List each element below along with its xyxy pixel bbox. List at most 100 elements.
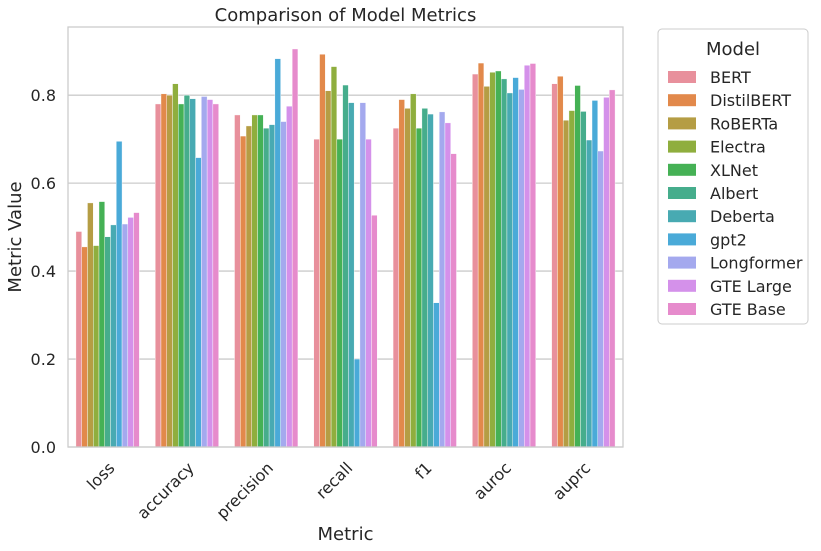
- legend-swatch: [668, 140, 696, 153]
- y-tick-label: 0.8: [31, 86, 56, 105]
- bar-longformer-loss: [121, 223, 129, 448]
- bar-albert-auprc: [580, 111, 587, 448]
- bar-xlnet-f1: [415, 127, 423, 448]
- bar-distilbert-auroc: [477, 62, 485, 448]
- y-tick-label: 0.2: [31, 350, 56, 369]
- bar-longformer-precision: [280, 121, 287, 448]
- x-tick-label: auroc: [470, 458, 515, 503]
- plot-frame: [67, 26, 624, 448]
- x-tick-label: recall: [312, 458, 356, 502]
- legend-label: GTE Large: [710, 277, 792, 296]
- bar-deberta-precision: [268, 124, 276, 448]
- bar-gte-large-auprc: [603, 97, 610, 448]
- bar-gte-large-accuracy: [206, 99, 214, 448]
- bar-electra-accuracy: [172, 83, 179, 448]
- y-tick-label: 0.4: [31, 262, 56, 281]
- legend-label: Longformer: [710, 254, 803, 273]
- bar-albert-f1: [421, 108, 428, 448]
- bar-roberta-precision: [245, 125, 252, 448]
- bar-bert-loss: [75, 231, 82, 448]
- bar-gte-large-auroc: [524, 65, 531, 448]
- bar-xlnet-accuracy: [178, 103, 185, 448]
- bar-gte-base-auprc: [609, 89, 616, 448]
- bar-xlnet-loss: [98, 201, 105, 448]
- legend: Model BERT DistilBERT RoBERTa Electra XLNet A…: [657, 28, 809, 325]
- bar-bert-recall: [313, 138, 320, 448]
- legend-label: Deberta: [710, 207, 775, 226]
- bar-roberta-accuracy: [166, 94, 173, 448]
- x-tick-labels: loss accuracy precision recall f1 auroc auprc: [83, 458, 594, 522]
- bar-gpt2-auroc: [512, 77, 519, 448]
- legend-swatch: [668, 303, 696, 315]
- bar-deberta-auprc: [586, 139, 593, 448]
- x-tick-label: f1: [411, 458, 436, 483]
- bar-electra-recall: [330, 66, 338, 448]
- legend-label: Electra: [710, 138, 766, 157]
- bar-xlnet-recall: [336, 138, 343, 448]
- legend-label: gpt2: [710, 230, 747, 249]
- bar-gte-base-f1: [450, 153, 457, 448]
- legend-swatch: [668, 256, 696, 269]
- bar-gte-large-f1: [444, 122, 451, 448]
- bar-longformer-f1: [439, 111, 446, 448]
- bar-gpt2-precision: [274, 58, 281, 448]
- legend-swatch: [668, 279, 696, 292]
- legend-swatch: [668, 94, 696, 107]
- bar-gte-large-precision: [286, 105, 293, 448]
- bar-albert-loss: [104, 236, 111, 448]
- y-tick-label: 0.6: [31, 174, 56, 193]
- bar-distilbert-f1: [398, 99, 405, 448]
- bar-roberta-auprc: [562, 120, 570, 448]
- bar-longformer-recall: [359, 102, 366, 448]
- bar-gpt2-recall: [353, 358, 361, 448]
- bar-gte-large-loss: [127, 217, 134, 448]
- bar-deberta-auroc: [506, 92, 513, 448]
- bar-deberta-loss: [110, 224, 117, 448]
- bar-gte-base-loss: [133, 212, 140, 448]
- bar-longformer-auroc: [518, 89, 525, 448]
- bar-albert-accuracy: [183, 94, 191, 448]
- legend-swatch: [668, 71, 696, 83]
- bar-electra-auroc: [489, 72, 496, 448]
- legend-label: BERT: [710, 68, 751, 87]
- y-tick-labels: 0.0 0.2 0.4 0.6 0.8: [31, 86, 56, 457]
- bar-gte-base-auroc: [529, 63, 536, 448]
- bar-distilbert-recall: [319, 54, 326, 448]
- bar-gpt2-auprc: [591, 100, 598, 448]
- bar-roberta-recall: [325, 90, 332, 448]
- legend-label: RoBERTa: [710, 114, 778, 133]
- bar-xlnet-auroc: [495, 70, 502, 448]
- legend-label: DistilBERT: [710, 91, 791, 110]
- legend-items: BERT DistilBERT RoBERTa Electra XLNet Albert D…: [668, 68, 803, 319]
- bar-roberta-loss: [87, 202, 94, 448]
- x-tick-label: precision: [213, 458, 277, 522]
- x-tick-label: accuracy: [133, 458, 197, 522]
- bar-albert-recall: [342, 84, 349, 448]
- chart-title: Comparison of Model Metrics: [215, 5, 477, 26]
- legend-swatch: [668, 233, 696, 246]
- legend-swatch: [668, 210, 696, 223]
- legend-label: GTE Base: [710, 300, 786, 319]
- bar-electra-loss: [93, 245, 100, 448]
- bar-electra-precision: [251, 114, 258, 448]
- bar-longformer-accuracy: [201, 96, 208, 448]
- legend-title: Model: [706, 39, 760, 60]
- x-tick-label: auprc: [549, 458, 594, 503]
- bar-gpt2-accuracy: [195, 157, 202, 448]
- bar-gpt2-f1: [433, 302, 440, 448]
- bar-distilbert-auprc: [557, 76, 564, 448]
- bar-gte-base-recall: [371, 215, 378, 448]
- bar-longformer-auprc: [597, 150, 604, 448]
- legend-swatch: [668, 117, 696, 130]
- bar-distilbert-precision: [240, 135, 247, 448]
- bar-xlnet-auprc: [574, 85, 581, 448]
- bar-albert-precision: [263, 127, 270, 448]
- y-axis-title: Metric Value: [5, 181, 26, 292]
- legend-label: Albert: [710, 184, 758, 203]
- bar-distilbert-accuracy: [160, 93, 167, 448]
- legend-swatch: [668, 163, 696, 176]
- y-tick-label: 0.0: [31, 438, 56, 457]
- bar-roberta-f1: [404, 108, 411, 448]
- bar-gte-base-accuracy: [212, 103, 219, 448]
